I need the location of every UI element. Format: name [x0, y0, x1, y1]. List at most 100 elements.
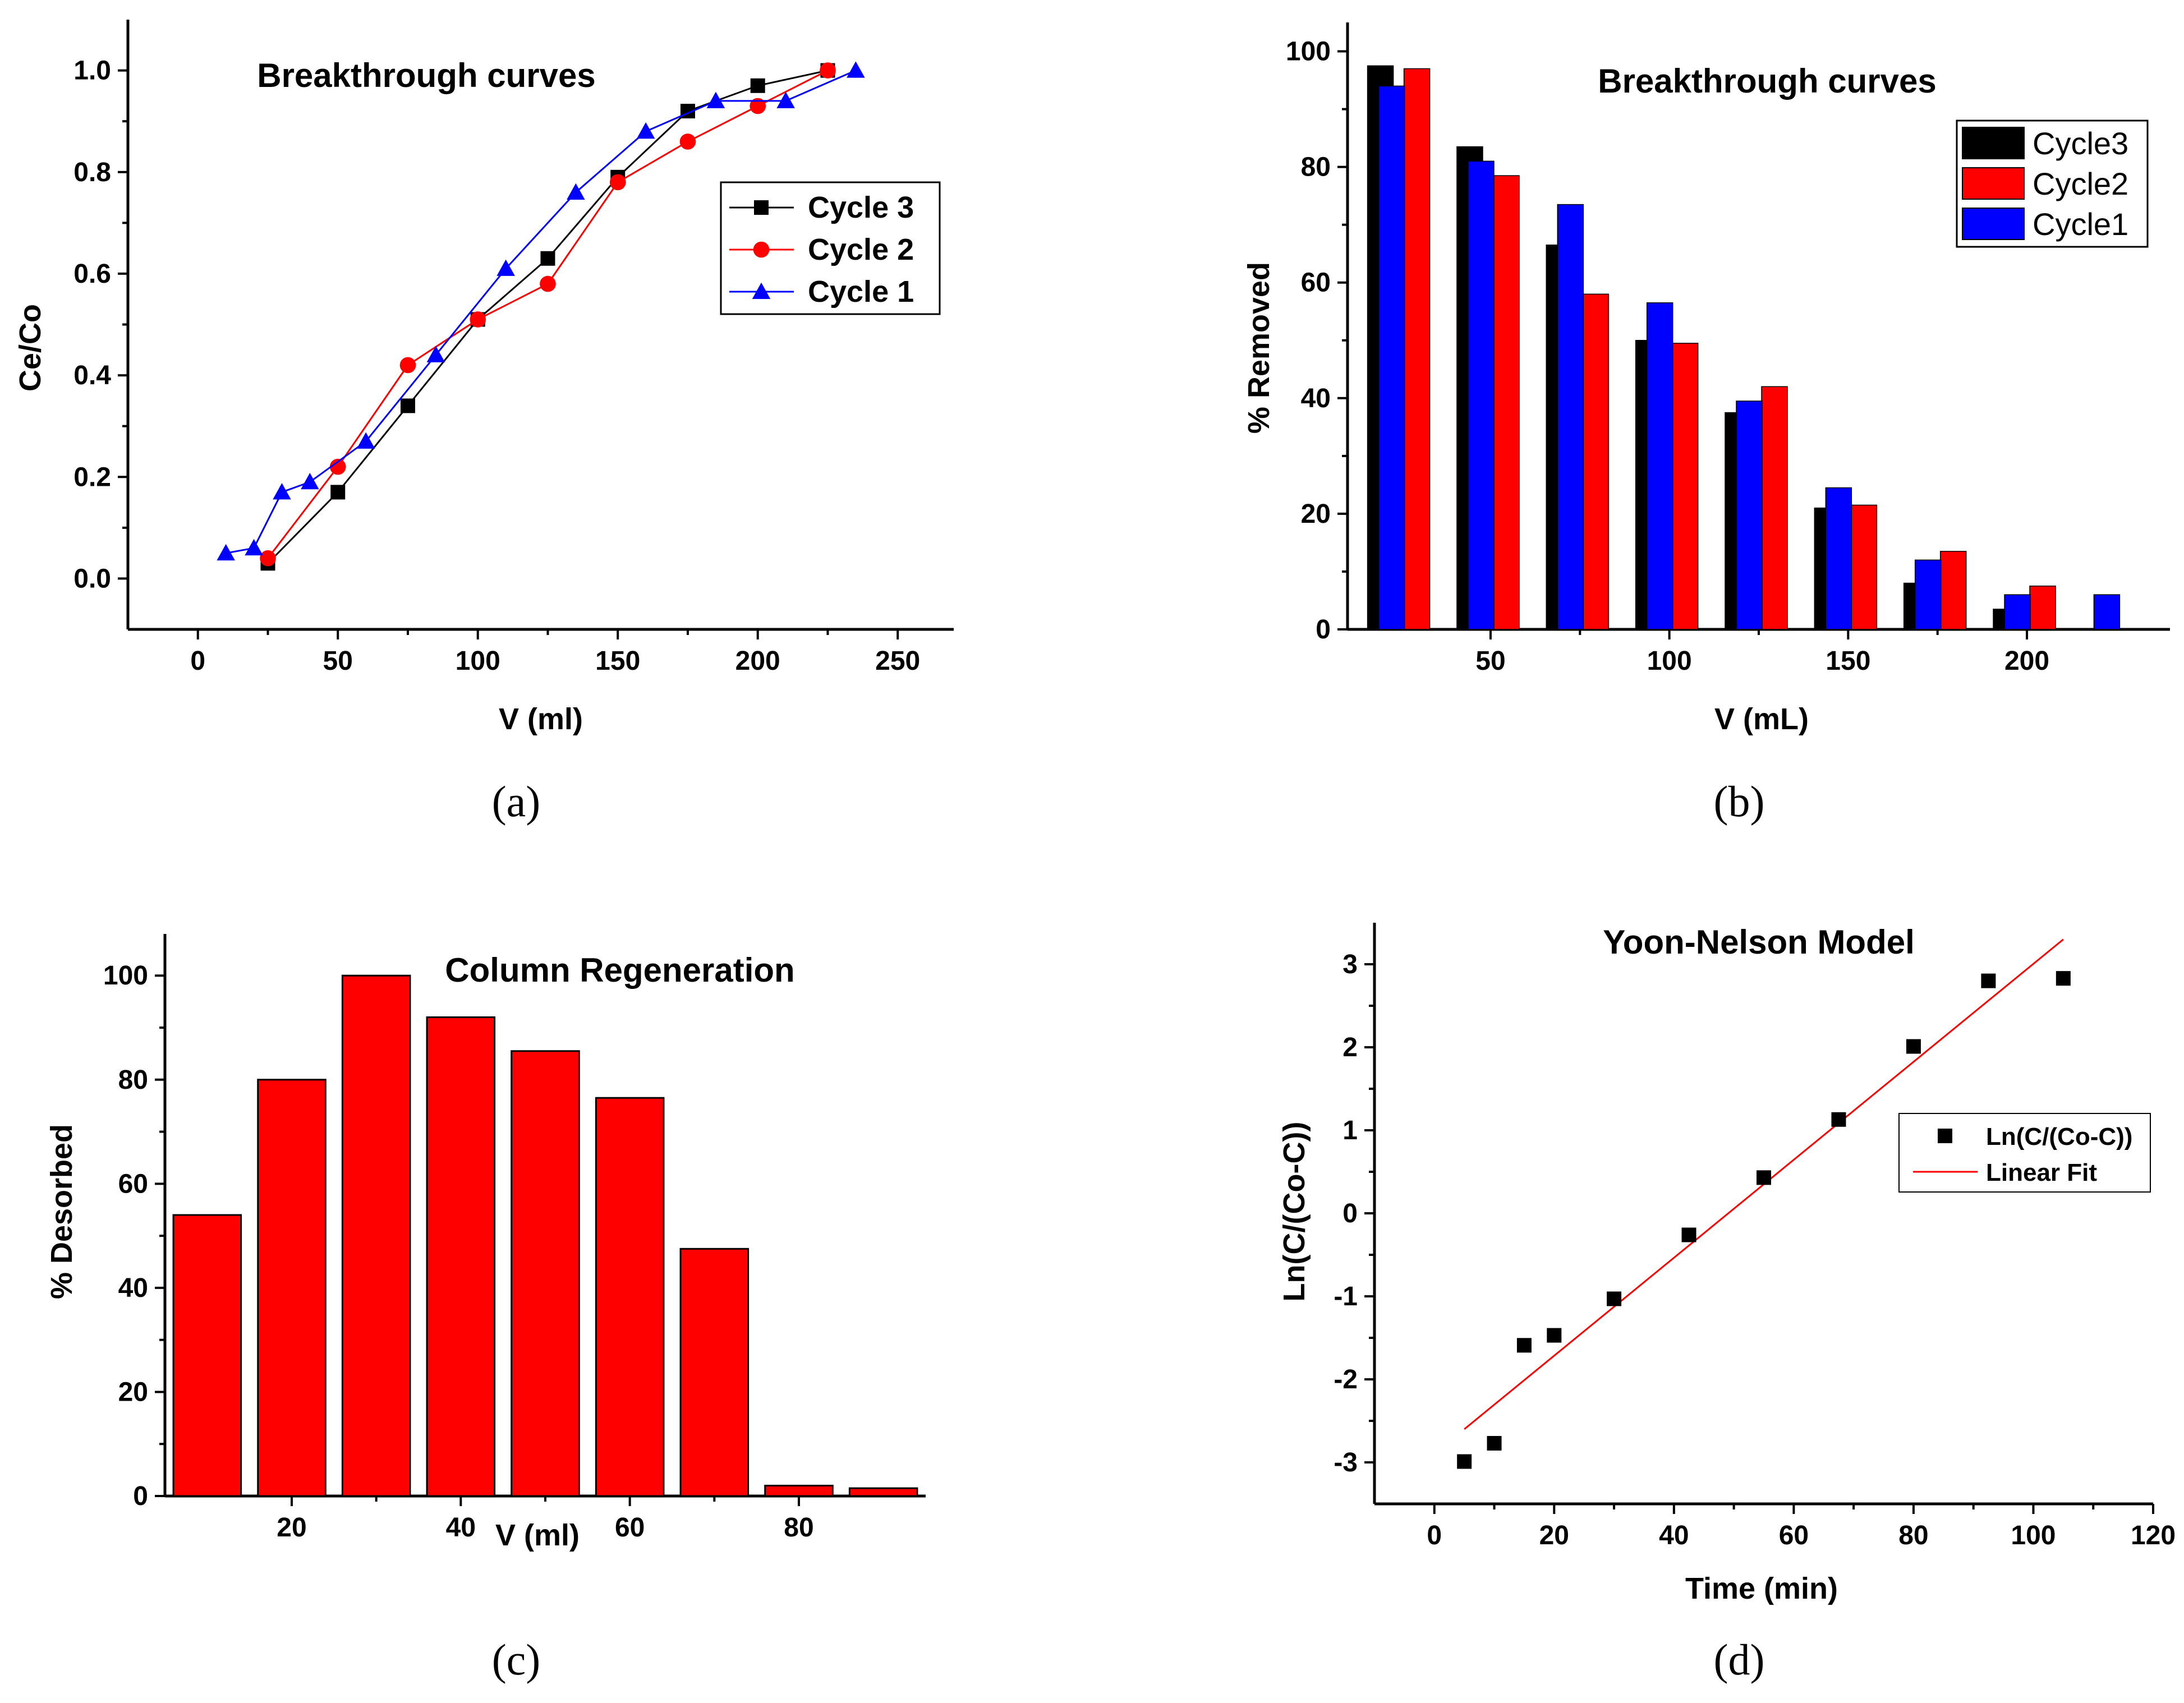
bar-cycle2 [1671, 343, 1699, 630]
legend-marker [754, 200, 769, 215]
x-tick-label: 20 [1539, 1521, 1569, 1550]
x-tick-label: 40 [446, 1513, 476, 1543]
data-point [217, 544, 235, 561]
bar-cycle2 [1493, 175, 1520, 630]
chart-d-yoon-nelson: 0 20 40 60 80 100 120 -3 -2 -1 0 1 2 3 Yoon-Nelson Mod… [1277, 923, 2176, 1684]
y-tick-label: 0.0 [73, 564, 111, 593]
bar-cycle2 [1939, 551, 1967, 630]
y-tick-label: 0 [1342, 1199, 1358, 1228]
data-point [820, 62, 836, 79]
bar-cycle1 [1378, 85, 1405, 630]
legend-label: Cycle1 [2033, 206, 2128, 242]
data-point [426, 346, 445, 362]
y-tick-label: 20 [118, 1377, 148, 1407]
x-tick-label: 80 [1898, 1521, 1928, 1550]
y-tick-label: 60 [1301, 268, 1331, 298]
legend-label: Cycle3 [2033, 126, 2128, 161]
bar-desorbed [341, 974, 411, 1497]
bar-desorbed [595, 1097, 665, 1497]
chart-title: Breakthrough curves [1598, 62, 1937, 100]
bar-desorbed [257, 1079, 327, 1497]
bar-cycle2 [1761, 386, 1788, 630]
panel-label: (c) [492, 1635, 541, 1684]
chart-title: Column Regeneration [445, 951, 794, 989]
data-point [2056, 971, 2071, 986]
data-point [400, 398, 415, 413]
chart-b-breakthrough-bars: 50 100 150 200 0 20 40 60 80 100 Breakthrough curv… [1242, 22, 2170, 826]
data-point [1906, 1039, 1921, 1054]
y-tick-label: 1.0 [73, 56, 111, 86]
x-tick-label: 40 [1659, 1521, 1689, 1550]
bar-cycle2 [1850, 504, 1878, 630]
series-line-0 [267, 70, 828, 564]
x-tick-label: 60 [615, 1513, 645, 1543]
data-point [330, 485, 346, 500]
series-line-2 [226, 70, 856, 554]
data-point [750, 98, 766, 114]
bar-cycle1 [1557, 204, 1584, 630]
data-point [245, 538, 263, 556]
bar-desorbed [511, 1050, 580, 1497]
y-tick-label: 80 [1301, 153, 1331, 182]
x-axis-title: Time (min) [1685, 1572, 1838, 1605]
chart-c-column-regeneration: 20 40 60 80 0 20 40 60 80 100 Column Regeneration V… [45, 934, 926, 1684]
bar-cycle1 [1468, 160, 1495, 630]
legend-label: Cycle2 [2033, 166, 2128, 201]
x-axis-title: V (mL) [1714, 702, 1809, 736]
x-tick-label: 60 [1779, 1521, 1809, 1550]
legend-swatch [1962, 208, 2025, 240]
y-tick-label: -2 [1334, 1365, 1358, 1394]
data-point [260, 550, 276, 567]
bar-cycle1 [1914, 559, 1942, 630]
y-tick-label: 0.4 [73, 361, 111, 390]
bar-cycle1 [2004, 594, 2031, 630]
data-point [329, 458, 346, 475]
bar-cycle1 [1736, 401, 1763, 630]
x-tick-label: 100 [1647, 646, 1692, 676]
data-point [540, 251, 555, 266]
data-point [540, 275, 556, 292]
y-tick-label: 0.8 [73, 158, 111, 187]
data-point [301, 473, 319, 490]
bar-desorbed [764, 1484, 834, 1497]
chart-title: Yoon-Nelson Model [1603, 923, 1915, 961]
x-tick-label: 100 [2011, 1521, 2056, 1550]
panel-label: (a) [492, 777, 541, 826]
data-point [609, 174, 626, 191]
x-tick-label: 80 [784, 1513, 813, 1543]
y-tick-label: 0 [1316, 615, 1331, 645]
data-point [496, 259, 515, 276]
bar-desorbed [172, 1214, 242, 1497]
legend-swatch [1962, 167, 2025, 200]
data-point [1681, 1227, 1696, 1242]
bar-desorbed [848, 1487, 918, 1497]
y-tick-label: -3 [1334, 1448, 1358, 1478]
x-axis-title: V (ml) [495, 1518, 580, 1552]
legend-swatch [1962, 127, 2025, 159]
data-point [847, 61, 865, 78]
x-tick-label: 250 [875, 646, 920, 676]
data-point [1457, 1454, 1472, 1469]
data-point [356, 432, 375, 449]
data-point [1516, 1338, 1532, 1353]
y-tick-label: 0 [133, 1481, 148, 1511]
x-tick-label: 150 [1826, 646, 1870, 676]
x-tick-label: 0 [190, 646, 205, 676]
y-axis-title: % Desorbed [45, 1124, 79, 1299]
legend-label: Ln(C/(Co-C)) [1986, 1123, 2132, 1150]
x-tick-label: 100 [456, 646, 500, 676]
panel-label: (d) [1714, 1635, 1765, 1684]
y-axis-title: % Removed [1242, 262, 1276, 434]
x-tick-label: 120 [2131, 1521, 2176, 1550]
chart-a-breakthrough-line: 0 50 100 150 200 250 0.0 0.2 0.4 0.6 0.8 1.0 Breakth… [13, 20, 954, 826]
y-tick-label: 60 [118, 1169, 148, 1199]
data-point [750, 78, 765, 93]
bar-cycle2 [1403, 68, 1431, 630]
bar-cycle2 [2029, 585, 2056, 630]
legend-marker [1938, 1129, 1952, 1143]
bar-cycle1 [1825, 487, 1852, 630]
legend-label: Linear Fit [1986, 1159, 2097, 1186]
x-axis-title: V (ml) [499, 702, 583, 736]
data-point [1607, 1291, 1622, 1306]
